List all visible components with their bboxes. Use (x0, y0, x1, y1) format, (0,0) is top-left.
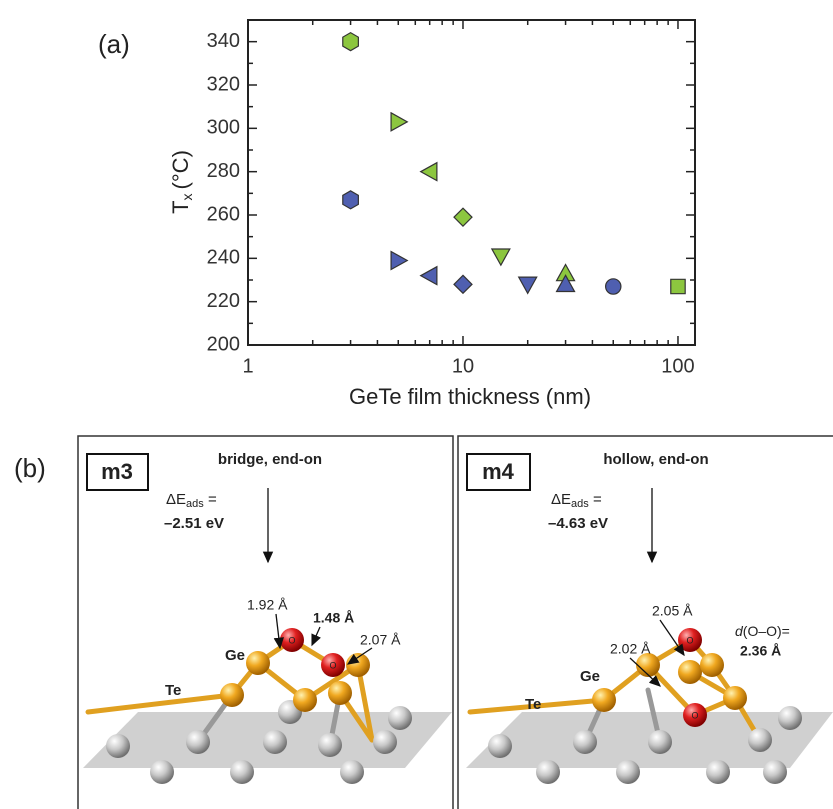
marker (517, 276, 538, 295)
y-tick-label: 320 (207, 73, 240, 95)
plot-frame (247, 19, 696, 346)
panel-frame (457, 435, 833, 809)
arrow (629, 657, 661, 687)
site-label: hollow, end-on (603, 451, 708, 468)
model-id: m4 (482, 459, 515, 484)
y-tick-label: 200 (207, 333, 240, 355)
y-tick-label: 260 (207, 203, 240, 225)
marker (605, 278, 622, 295)
arrow (311, 626, 321, 647)
y-tick-label: 220 (207, 290, 240, 312)
atom-label: O (288, 635, 295, 645)
y-tick-label: 240 (207, 247, 240, 269)
arrow (659, 619, 685, 657)
y-axis-label: Tx(°C) (168, 150, 195, 214)
marker (390, 111, 409, 132)
panel-frame (77, 435, 454, 809)
x-tick-label: 10 (452, 355, 474, 377)
y-tick-label: 280 (207, 160, 240, 182)
atom-label: Te (165, 682, 181, 699)
atom-label: O (686, 635, 693, 645)
energy-value: –2.51 eV (164, 515, 224, 532)
distance-label: 2.02 Å (610, 641, 651, 657)
marker (419, 161, 438, 182)
distance-label: 1.92 Å (247, 597, 288, 613)
marker (453, 207, 473, 228)
marker (390, 250, 409, 271)
atom-label: O (329, 660, 336, 670)
id-box (86, 453, 149, 491)
marker (670, 278, 686, 295)
y-tick-label: 340 (207, 30, 240, 52)
panel-b: (b) m3 bridge, end-on ΔEads = –2.51 eV O… (14, 435, 833, 809)
arrow (273, 613, 284, 650)
energy-label: ΔEads = (551, 491, 602, 510)
atoms (488, 628, 802, 784)
x-tick-label: 100 (661, 355, 694, 377)
atom-label: Ge (580, 668, 600, 685)
id-box (466, 453, 531, 491)
oo-value: 2.36 Å (740, 643, 781, 659)
scatter-plot: (a) GeTe film thickness (nm) Tx(°C) 1 10 1… (98, 19, 696, 409)
panel-label: (a) (98, 29, 130, 59)
x-axis-label: GeTe film thickness (nm) (349, 384, 591, 409)
site-label: bridge, end-on (218, 451, 322, 468)
arrow (346, 647, 373, 665)
marker (419, 265, 438, 286)
panel-label: (b) (14, 453, 46, 483)
distance-label: 1.48 Å (313, 610, 354, 626)
atom-label: Ge (225, 647, 245, 664)
marker (342, 31, 359, 52)
y-tick-label: 300 (207, 117, 240, 139)
oo-label: d(O–O)= (735, 623, 790, 639)
model-id: m3 (101, 459, 133, 484)
marker (490, 248, 511, 267)
distance-label: 2.05 Å (652, 603, 693, 619)
distance-label: 2.07 Å (360, 632, 401, 648)
atom-label: O (691, 710, 698, 720)
marker (555, 274, 576, 293)
x-tick-label: 1 (242, 355, 253, 377)
energy-value: –4.63 eV (548, 515, 608, 532)
energy-label: ΔEads = (166, 491, 217, 510)
marker (342, 190, 359, 210)
atom-label: Te (525, 696, 541, 713)
atoms (106, 628, 412, 784)
marker (453, 274, 473, 295)
